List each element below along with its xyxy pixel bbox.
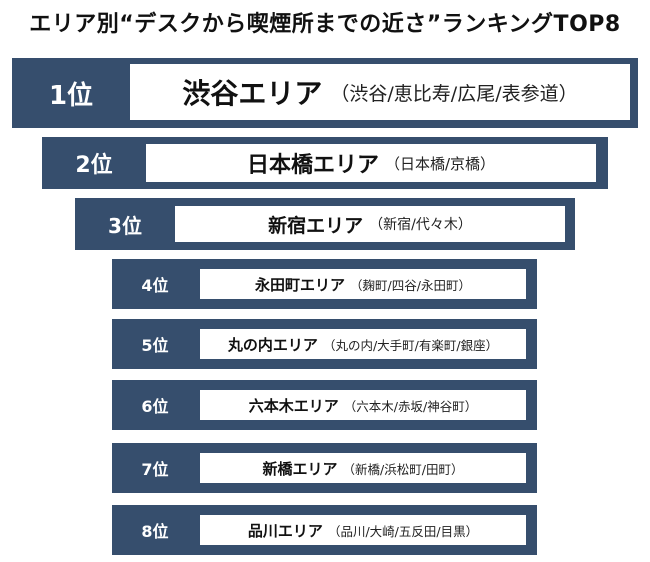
rank-row-6: 6位 六本木エリア （六本木/赤坂/神谷町） — [112, 380, 537, 430]
area-detail: （品川/大崎/五反田/目黒） — [327, 523, 479, 539]
rank-row-4: 4位 永田町エリア （麹町/四谷/永田町） — [112, 259, 537, 309]
rank-number: 8位 — [141, 522, 169, 541]
rank-row-8: 8位 品川エリア （品川/大崎/五反田/目黒） — [112, 505, 537, 555]
area-detail: （新宿/代々木） — [369, 217, 472, 233]
area-detail: （新橋/浜松町/田町） — [342, 461, 464, 477]
area-detail: （渋谷/恵比寿/広尾/表参道） — [330, 82, 578, 105]
rank-number: 7位 — [141, 460, 169, 479]
rank-area-box: 永田町エリア （麹町/四谷/永田町） — [200, 269, 526, 299]
area-name: 六本木エリア — [248, 396, 339, 415]
rank-row-3: 3位 新宿エリア （新宿/代々木） — [75, 198, 575, 250]
area-name: 永田町エリア — [255, 275, 346, 294]
area-name: 新宿エリア — [268, 214, 364, 237]
rank-number: 3位 — [108, 213, 142, 238]
rank-number: 5位 — [141, 336, 169, 355]
rank-area-box: 新宿エリア （新宿/代々木） — [175, 206, 565, 242]
rank-row-2: 2位 日本橋エリア （日本橋/京橋） — [42, 137, 608, 189]
area-detail: （麹町/四谷/永田町） — [350, 277, 471, 293]
rank-number: 6位 — [141, 397, 169, 416]
area-name: 丸の内エリア — [227, 335, 318, 354]
area-name: 日本橋エリア — [246, 153, 379, 178]
rank-area-box: 品川エリア （品川/大崎/五反田/目黒） — [200, 515, 526, 545]
rank-number: 1位 — [48, 80, 94, 111]
rank-area-box: 日本橋エリア （日本橋/京橋） — [146, 144, 596, 182]
rank-row-7: 7位 新橋エリア （新橋/浜松町/田町） — [112, 443, 537, 493]
page-title: エリア別“デスクから喫煙所までの近さ”ランキングTOP8 — [29, 12, 621, 37]
area-detail: （日本橋/京橋） — [384, 154, 496, 173]
rank-area-box: 新橋エリア （新橋/浜松町/田町） — [200, 453, 526, 483]
rank-number: 2位 — [75, 153, 113, 178]
area-name: 品川エリア — [247, 521, 323, 540]
area-detail: （六本木/赤坂/神谷町） — [343, 398, 478, 414]
rank-number: 4位 — [141, 276, 169, 295]
rank-area-box: 六本木エリア （六本木/赤坂/神谷町） — [200, 390, 526, 420]
rank-row-5: 5位 丸の内エリア （丸の内/大手町/有楽町/銀座） — [112, 319, 537, 369]
rank-row-1: 1位 渋谷エリア （渋谷/恵比寿/広尾/表参道） — [12, 58, 638, 128]
area-name: 渋谷エリア — [182, 77, 323, 110]
area-detail: （丸の内/大手町/有楽町/銀座） — [322, 337, 499, 353]
rank-area-box: 渋谷エリア （渋谷/恵比寿/広尾/表参道） — [130, 64, 630, 120]
rank-area-box: 丸の内エリア （丸の内/大手町/有楽町/銀座） — [200, 329, 526, 359]
area-name: 新橋エリア — [262, 459, 338, 478]
